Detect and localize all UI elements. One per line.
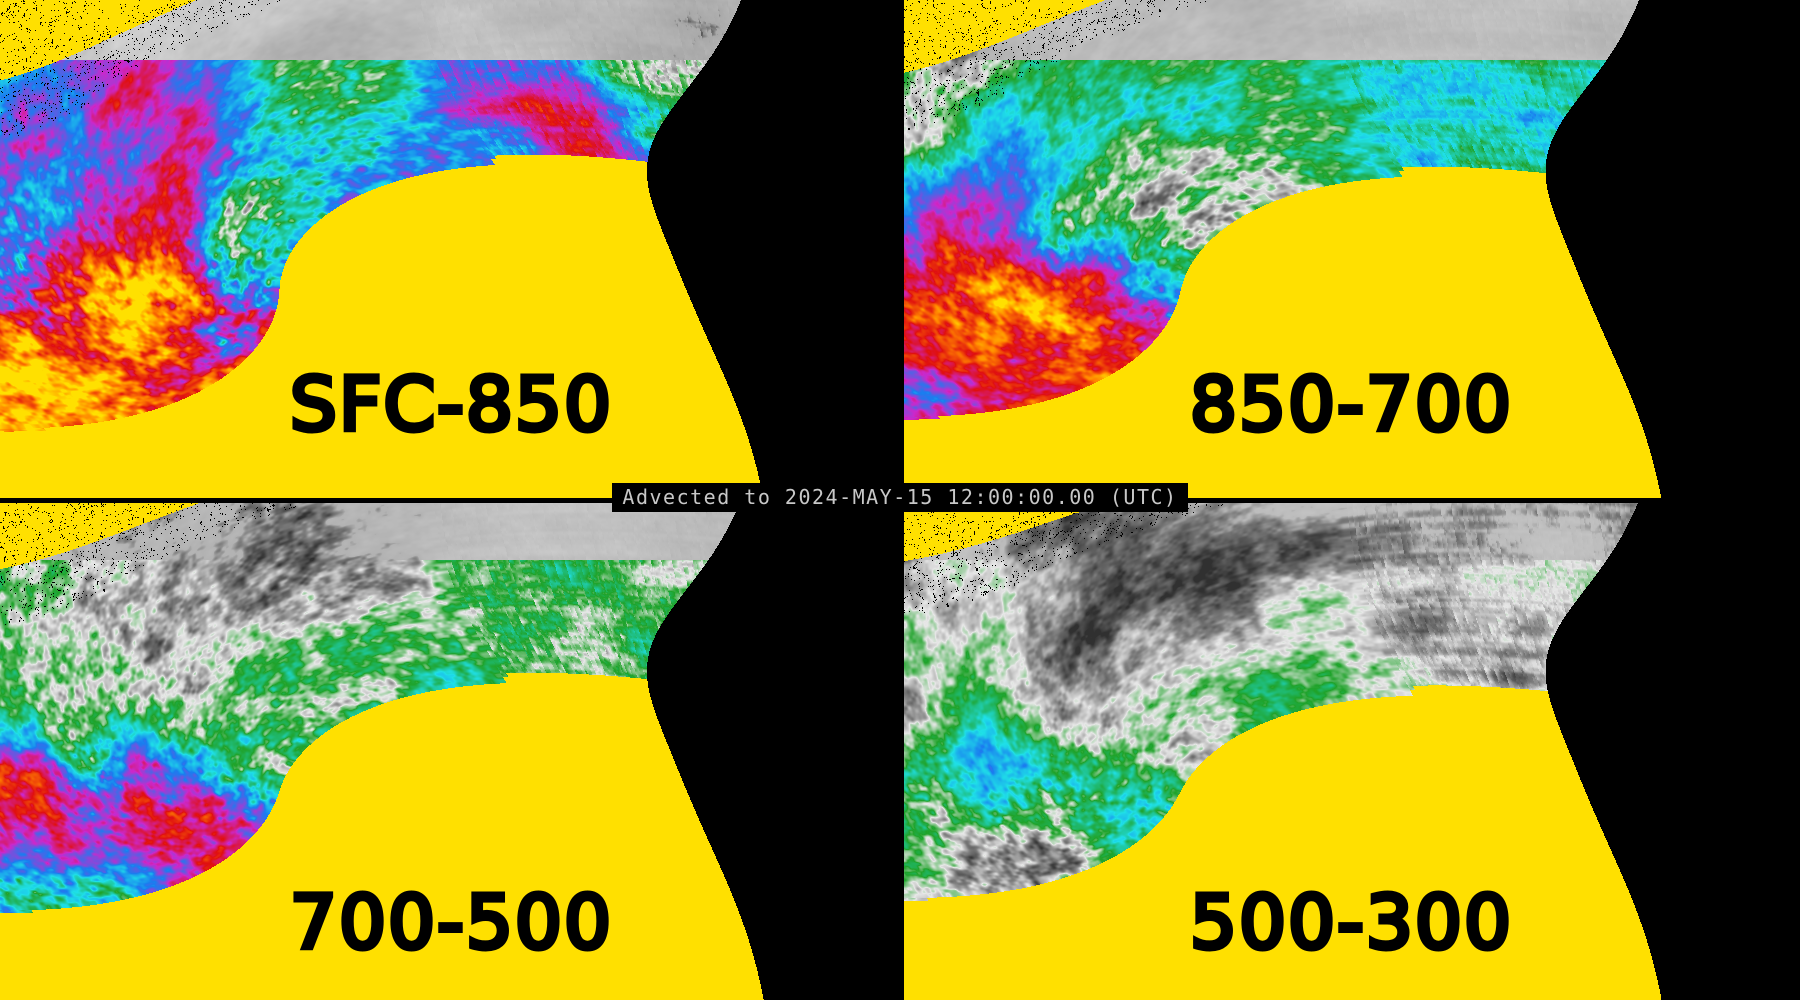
map-canvas-850-700[interactable]: [903, 0, 1800, 500]
panel-sfc-850[interactable]: SFC-850: [0, 0, 903, 500]
panel-divider-horizontal: [0, 498, 1800, 503]
map-canvas-500-300[interactable]: [903, 500, 1800, 1000]
map-canvas-sfc-850[interactable]: [0, 0, 903, 500]
panel-500-300[interactable]: 500-300: [903, 500, 1800, 1000]
map-canvas-700-500[interactable]: [0, 500, 903, 1000]
panel-700-500[interactable]: 700-500: [0, 500, 903, 1000]
panel-850-700[interactable]: 850-700: [903, 0, 1800, 500]
